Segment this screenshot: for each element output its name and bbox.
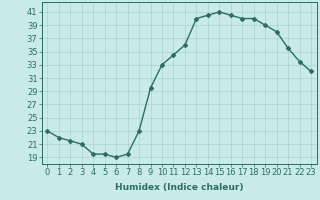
X-axis label: Humidex (Indice chaleur): Humidex (Indice chaleur) — [115, 183, 244, 192]
